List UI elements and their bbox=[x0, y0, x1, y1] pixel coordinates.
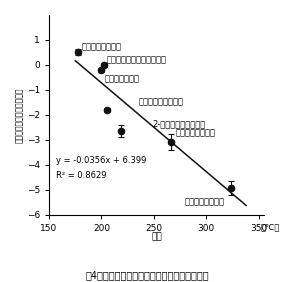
Text: ベンジルアルコール: ベンジルアルコール bbox=[138, 97, 183, 106]
Text: R² = 0.8629: R² = 0.8629 bbox=[56, 171, 107, 180]
Text: y = -0.0356x + 6.399: y = -0.0356x + 6.399 bbox=[56, 157, 147, 166]
Y-axis label: 発散量／内生量の自然対数: 発散量／内生量の自然対数 bbox=[15, 87, 24, 142]
Text: 図4　香気成分の沸点と発散量／内生量の関係: 図4 香気成分の沸点と発散量／内生量の関係 bbox=[86, 271, 209, 281]
Text: 安息香酸ベンジル: 安息香酸ベンジル bbox=[184, 197, 224, 206]
X-axis label: 沸点: 沸点 bbox=[151, 233, 162, 242]
Text: ベンズアルデヒド: ベンズアルデヒド bbox=[81, 42, 122, 51]
Text: イソオイゲノール: イソオイゲノール bbox=[176, 128, 216, 137]
Text: 2-フェニルエタノール: 2-フェニルエタノール bbox=[153, 119, 206, 128]
Text: フェニルアセトアルデヒド: フェニルアセトアルデヒド bbox=[107, 55, 167, 64]
Text: （℃）: （℃） bbox=[261, 224, 280, 233]
Text: 安息香酸メチル: 安息香酸メチル bbox=[105, 75, 140, 84]
